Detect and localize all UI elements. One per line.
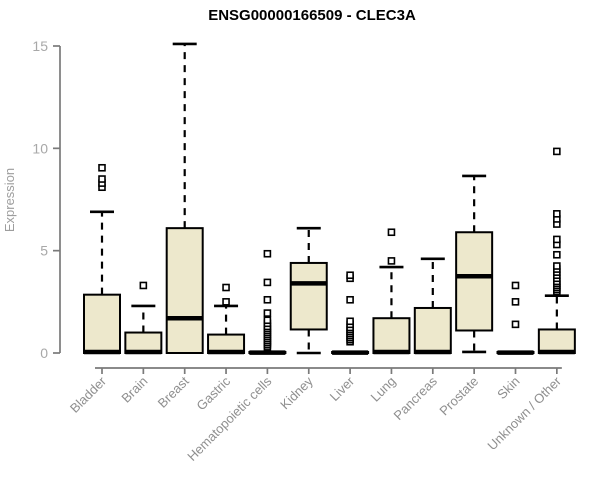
- y-tick-label: 0: [40, 345, 48, 361]
- y-axis: 0 5 10 15: [32, 38, 61, 361]
- box-skin: [496, 281, 535, 355]
- box-rect: [83, 293, 121, 355]
- x-category-label: Breast: [155, 373, 192, 410]
- box-bladder: [83, 163, 121, 355]
- outlier-point: [139, 281, 148, 290]
- outlier-point: [387, 228, 396, 237]
- x-category-label: Gastric: [193, 373, 233, 413]
- outlier-point: [553, 210, 561, 218]
- box-rect: [455, 231, 494, 332]
- outlier-point: [553, 262, 561, 270]
- outlier-point: [263, 278, 272, 287]
- y-tick-label: 10: [32, 140, 48, 156]
- outlier-point: [346, 295, 354, 304]
- outlier-point: [511, 320, 520, 329]
- box-kidney: [289, 226, 328, 355]
- x-category-label: Unknown / Other: [484, 373, 564, 453]
- x-category-label: Pancreas: [390, 373, 440, 423]
- y-tick-label: 5: [40, 243, 48, 259]
- outlier-point: [222, 298, 230, 306]
- outlier-point: [98, 175, 106, 183]
- box-rect: [289, 261, 328, 331]
- outlier-point: [263, 309, 272, 317]
- outlier-point: [553, 147, 561, 156]
- x-category-label: Prostate: [436, 374, 481, 419]
- box-rect: [372, 317, 411, 354]
- box-brain: [124, 281, 163, 355]
- x-category-label: Bladder: [67, 373, 110, 416]
- outlier-point: [553, 250, 561, 259]
- x-category-label: Kidney: [277, 373, 316, 412]
- outlier-point: [98, 163, 106, 172]
- outlier-point: [263, 249, 272, 258]
- outlier-point: [222, 283, 230, 292]
- box-rect: [413, 306, 452, 354]
- y-axis-label: Expression: [2, 168, 17, 232]
- box-prostate: [455, 174, 494, 354]
- x-category-label: Skin: [494, 374, 522, 402]
- box-lung: [372, 228, 411, 355]
- outlier-point: [511, 281, 520, 290]
- outlier-point: [263, 316, 272, 325]
- box-hematopoietic-cells: [248, 249, 287, 355]
- outlier-point: [511, 298, 520, 306]
- box-pancreas: [413, 257, 452, 355]
- box-unknown-other: [537, 147, 576, 355]
- boxes: [83, 42, 576, 355]
- box-liver: [331, 271, 370, 355]
- outlier-point: [553, 235, 561, 244]
- y-tick-label: 15: [32, 38, 48, 54]
- box-breast: [165, 42, 204, 354]
- box-rect: [537, 328, 576, 355]
- outlier-point: [263, 295, 272, 304]
- box-rect: [165, 227, 204, 354]
- x-category-label: Brain: [118, 374, 150, 406]
- outlier-point: [387, 257, 396, 265]
- chart-title: ENSG00000166509 - CLEC3A: [208, 7, 416, 24]
- box-gastric: [207, 283, 246, 355]
- x-category-label: Liver: [327, 373, 358, 404]
- outlier-point: [346, 317, 354, 326]
- x-category-label: Lung: [368, 374, 399, 405]
- outlier-point: [346, 271, 354, 280]
